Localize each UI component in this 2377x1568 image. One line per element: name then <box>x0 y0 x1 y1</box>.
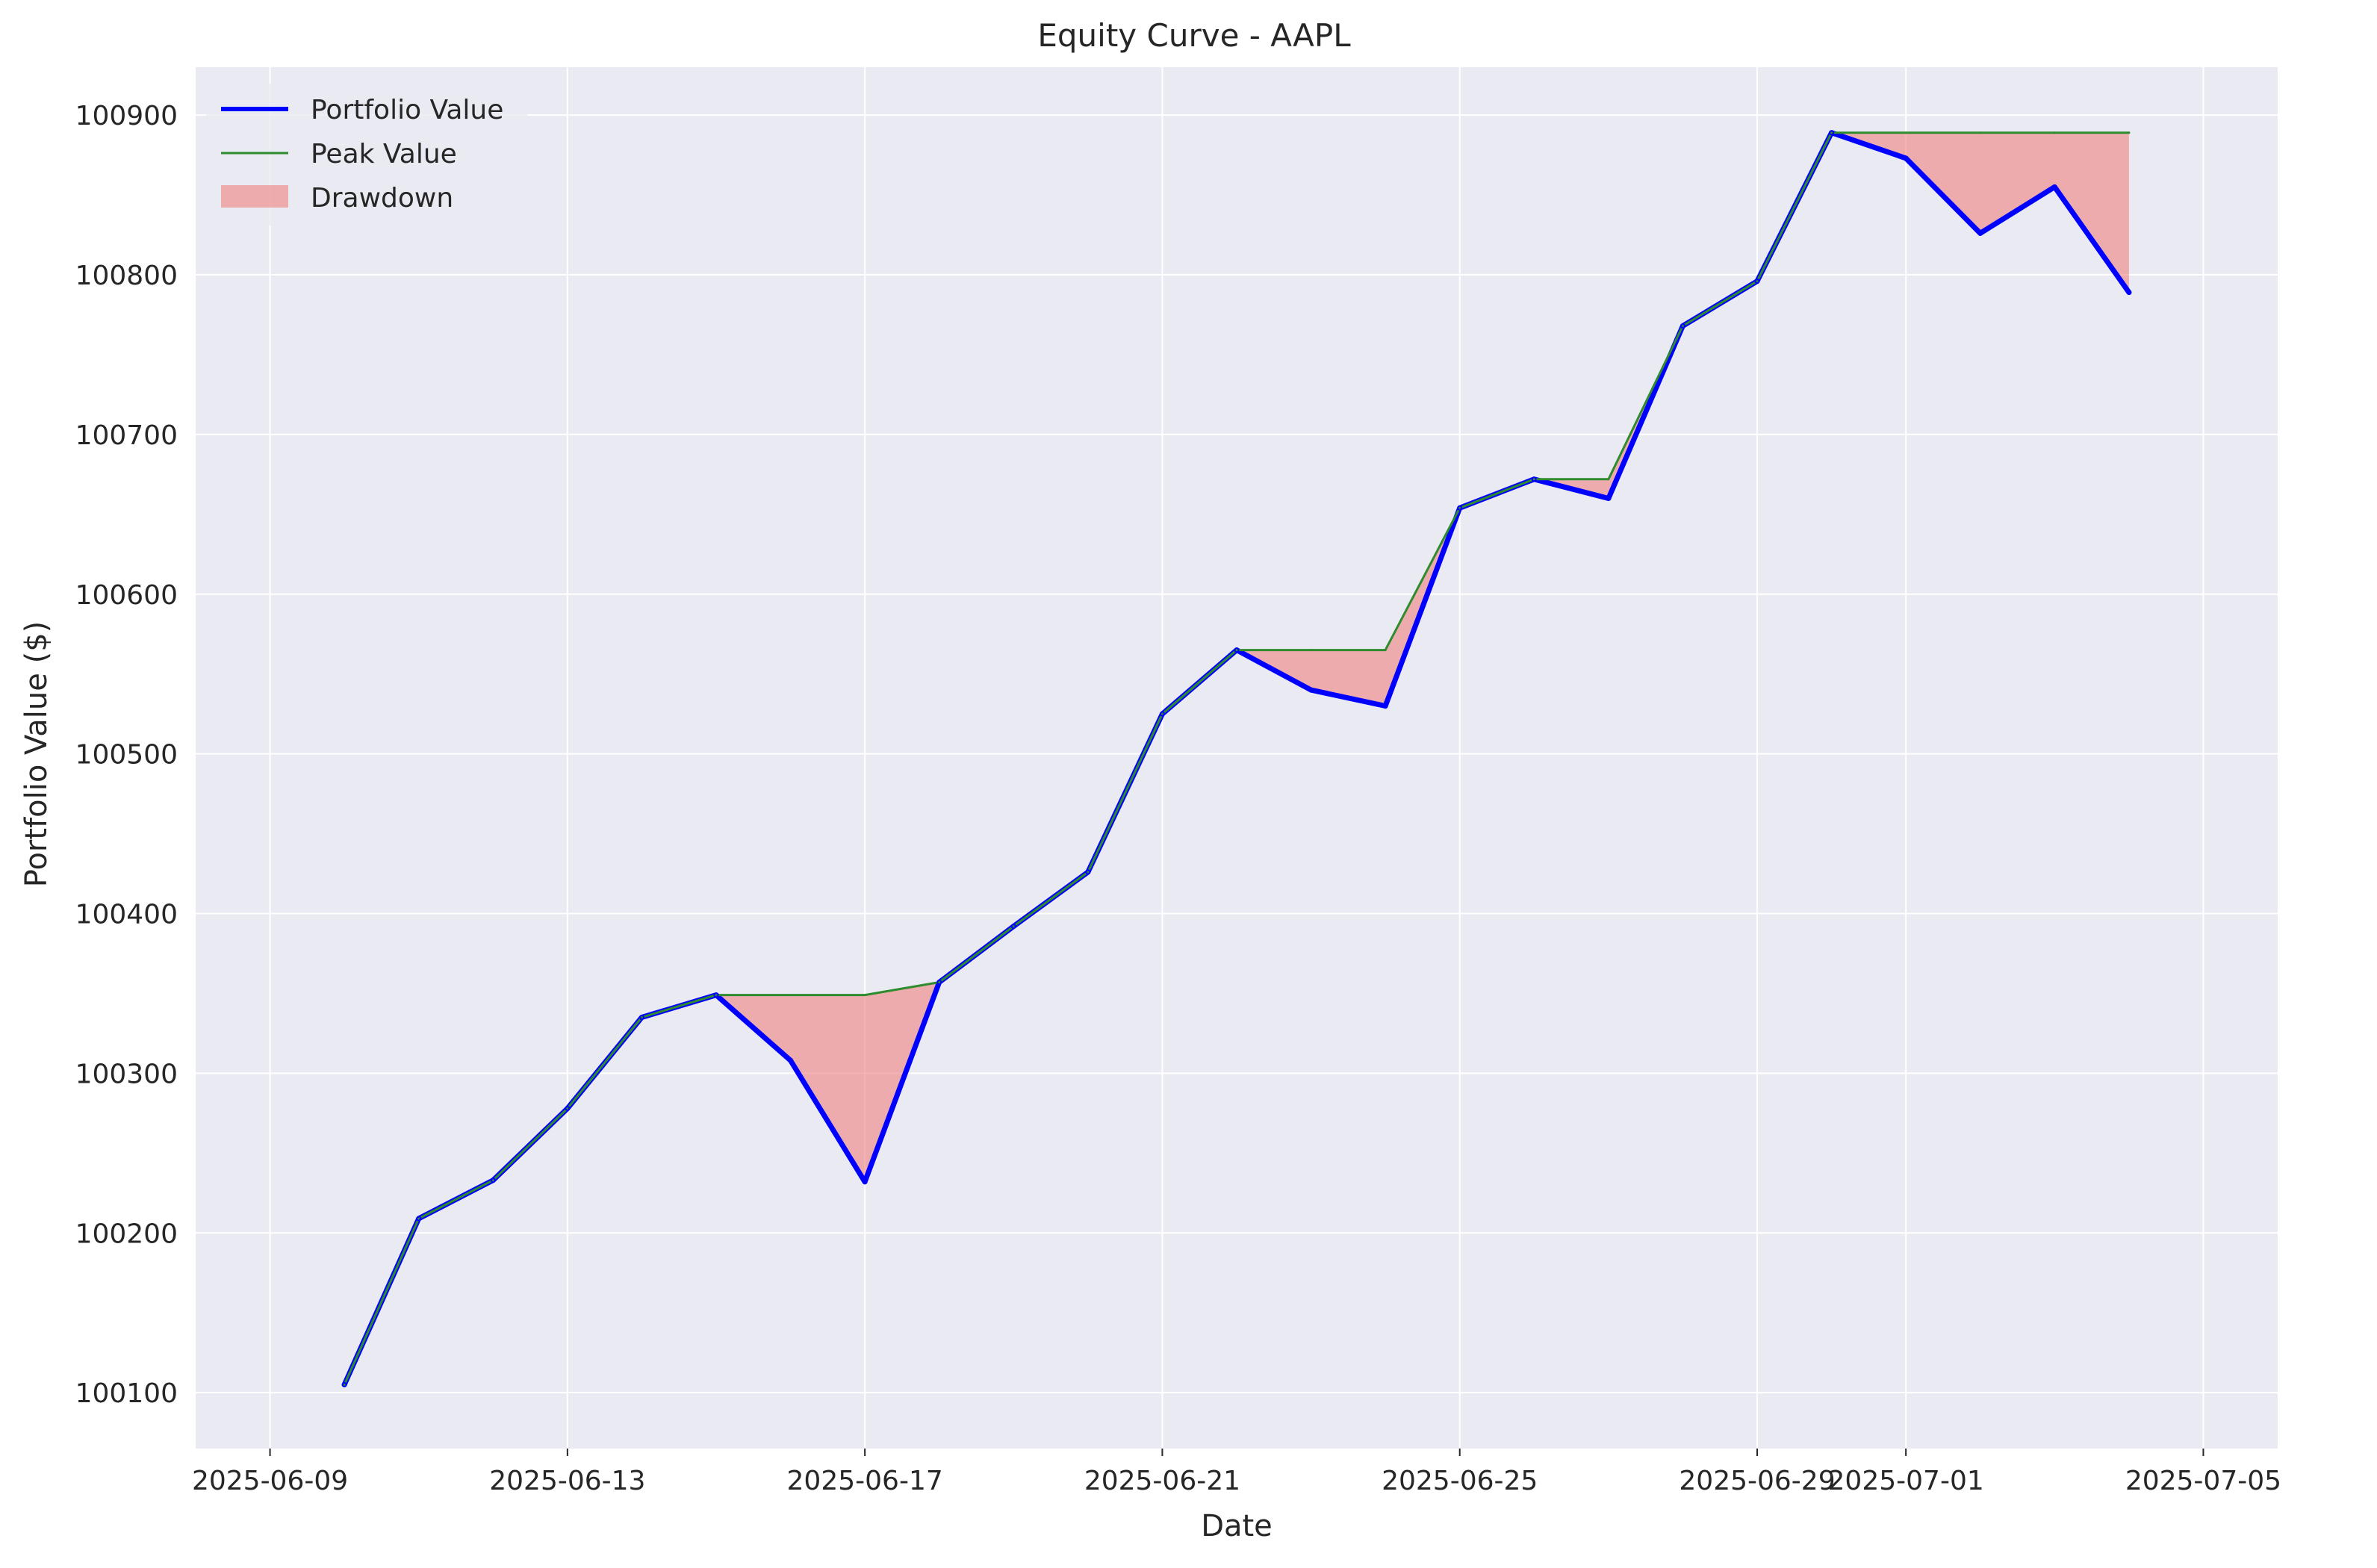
peak-value-point <box>1607 478 1610 481</box>
peak-value-point <box>417 1217 420 1220</box>
x-tick-label: 2025-06-17 <box>787 1466 943 1496</box>
y-tick-label: 100900 <box>75 101 178 131</box>
peak-value-point <box>566 1107 569 1110</box>
peak-value-point <box>2053 131 2056 134</box>
legend-label-peak-value: Peak Value <box>311 139 457 169</box>
portfolio-value-point <box>1977 230 1983 236</box>
x-tick-label: 2025-06-09 <box>192 1466 348 1496</box>
portfolio-value-point <box>1606 495 1612 501</box>
y-tick-label: 100600 <box>75 580 178 611</box>
peak-value-point <box>1681 324 1684 327</box>
peak-value-point <box>343 1383 346 1386</box>
portfolio-value-point <box>1308 687 1314 693</box>
portfolio-value-point <box>1903 155 1909 161</box>
peak-value-point <box>2128 131 2131 134</box>
peak-value-point <box>1904 131 1907 134</box>
peak-value-point <box>491 1179 494 1182</box>
chart-title: Equity Curve - AAPL <box>1037 17 1351 54</box>
x-tick-label: 2025-06-29 <box>1679 1466 1835 1496</box>
peak-value-point <box>1012 925 1015 928</box>
portfolio-value-point <box>2051 184 2057 190</box>
data-points-layer <box>341 130 2132 1387</box>
peak-value-point <box>1235 649 1238 652</box>
peak-value-point <box>715 994 718 997</box>
legend-label-portfolio-value: Portfolio Value <box>311 95 503 125</box>
portfolio-value-point <box>2126 290 2132 296</box>
x-tick-label: 2025-06-13 <box>489 1466 645 1496</box>
peak-value-point <box>1160 712 1163 715</box>
legend: Portfolio Value Peak Value Drawdown <box>206 84 527 225</box>
x-tick-label: 2025-07-01 <box>1828 1466 1984 1496</box>
legend-label-drawdown: Drawdown <box>311 183 453 214</box>
peak-value-point <box>1458 506 1461 509</box>
peak-value-point <box>1310 649 1313 652</box>
peak-value-point <box>1087 871 1090 874</box>
legend-swatch-drawdown <box>221 185 288 208</box>
y-tick-label: 100500 <box>75 740 178 771</box>
plot-area <box>196 67 2278 1449</box>
peak-value-point <box>640 1016 643 1019</box>
peak-value-point <box>1532 478 1535 481</box>
y-tick-label: 100700 <box>75 420 178 451</box>
x-tick-label: 2025-06-21 <box>1084 1466 1240 1496</box>
peak-value-point <box>1384 649 1387 652</box>
portfolio-value-point <box>862 1179 868 1185</box>
x-tick-label: 2025-07-05 <box>2125 1466 2281 1496</box>
y-tick-label: 100200 <box>75 1219 178 1249</box>
grid <box>196 67 2278 1449</box>
peak-value-point <box>1756 280 1759 283</box>
portfolio-value-point <box>1382 703 1388 709</box>
y-tick-label: 100100 <box>75 1378 178 1409</box>
portfolio-value-point <box>788 1057 794 1063</box>
peak-value-point <box>1979 131 1982 134</box>
y-tick-label: 100400 <box>75 900 178 930</box>
y-axis-label: Portfolio Value ($) <box>19 621 54 887</box>
peak-value-point <box>789 994 792 997</box>
tick-labels: 100100 100200 100300 100400 100500 100600 1007… <box>75 101 2281 1496</box>
x-axis-label: Date <box>1201 1509 1273 1543</box>
peak-value-point <box>938 980 941 983</box>
peak-value-point <box>1830 131 1833 134</box>
x-tick-label: 2025-06-25 <box>1382 1466 1538 1496</box>
peak-value-point <box>863 994 866 997</box>
y-tick-label: 100800 <box>75 261 178 291</box>
y-tick-label: 100300 <box>75 1059 178 1089</box>
